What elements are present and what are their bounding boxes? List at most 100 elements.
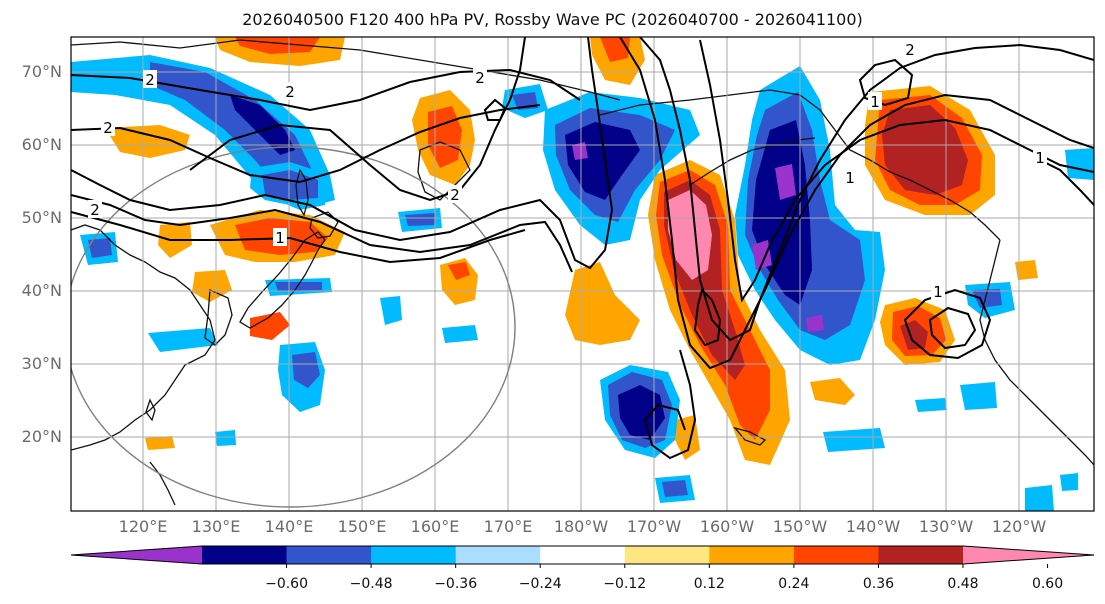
contour-label-background: [88, 200, 102, 218]
anomaly-blob: [972, 289, 1002, 308]
colorbar-tick-label: 0.12: [693, 576, 725, 592]
anomaly-blob: [380, 296, 402, 325]
anomaly-blob: [145, 436, 175, 450]
colorbar-segment: [793, 546, 879, 564]
pv-contour-line: [71, 37, 614, 270]
latitude-label: 30°N: [21, 354, 62, 373]
longitude-label: 160°E: [410, 517, 460, 536]
contour-label-background: [868, 92, 882, 110]
latitude-label: 70°N: [21, 62, 62, 81]
contour-label: 1: [1035, 149, 1045, 167]
contour-label-background: [843, 168, 857, 186]
coastline-korea: [204, 289, 233, 346]
longitude-label: 120°W: [991, 517, 1047, 536]
contour-label-background: [448, 185, 462, 203]
anomaly-blob: [88, 238, 112, 258]
colorbar-tick-label: −0.48: [349, 576, 393, 592]
anomaly-blob: [250, 312, 290, 340]
pv-contour-line: [483, 98, 507, 121]
pv-contour-line: [189, 37, 526, 202]
coastline-taiwan: [145, 398, 156, 422]
contour-label-background: [283, 82, 297, 100]
pv-contour-line: [1039, 159, 1094, 206]
contour-label-background: [101, 118, 115, 136]
anomaly-blob: [618, 385, 665, 440]
contour-label: 2: [450, 186, 460, 204]
coastline-alaska-south: [689, 137, 816, 186]
contour-label: 1: [845, 169, 855, 187]
pv-contour-line: [693, 288, 722, 347]
anomaly-blob: [572, 142, 588, 160]
negative-anomaly-shading: [71, 55, 1094, 511]
contour-label: 1: [275, 229, 285, 247]
anomaly-blob: [662, 480, 688, 497]
anomaly-blob: [230, 95, 295, 155]
contour-label-background: [273, 228, 287, 246]
anomaly-blob: [823, 428, 885, 452]
coastline-east-asia: [71, 224, 216, 451]
pv-contour-line: [71, 68, 581, 112]
anomaly-blob: [1025, 485, 1054, 511]
anomaly-blob: [105, 125, 190, 158]
pv-contours: [71, 37, 1094, 460]
contour-labels: 2 2 2 2 2 2 2 1 1 1 1 1: [88, 40, 1047, 301]
colorbar-segment: [455, 546, 541, 564]
pv-contour-line: [71, 104, 541, 184]
colorbar-extend-low: [71, 546, 202, 564]
positive-anomaly-shading: [105, 37, 1038, 465]
contour-label: 1: [933, 283, 943, 301]
anomaly-blob: [1015, 260, 1038, 280]
anomaly-blob: [806, 315, 824, 332]
longitude-label: 170°W: [626, 517, 682, 536]
coastline-hawaii: [733, 426, 767, 446]
colorbar-segment: [709, 546, 795, 564]
anomaly-blob: [600, 37, 630, 62]
colorbar-tick-label: −0.60: [265, 576, 308, 592]
anomaly-blob: [590, 37, 645, 85]
anomaly-blob: [405, 213, 435, 226]
contour-label: 2: [90, 201, 100, 219]
colorbar-tick-label: 0.60: [1031, 576, 1064, 592]
coastline-philippines: [149, 461, 176, 506]
contour-label-background: [931, 282, 945, 300]
colorbar-tick-label: 0.24: [778, 576, 810, 592]
pv-contour-line: [639, 37, 1094, 342]
longitude-label: 140°W: [845, 517, 901, 536]
anomaly-blob: [215, 430, 236, 446]
contour-label: 2: [285, 83, 295, 101]
region-circle: [71, 146, 516, 508]
colorbar-segment: [540, 546, 626, 564]
colorbar-segment: [624, 546, 710, 564]
anomaly-blob: [960, 382, 997, 410]
pv-contour-line: [699, 39, 1094, 303]
longitude-label: 150°E: [337, 517, 387, 536]
latitude-label: 20°N: [21, 427, 62, 446]
longitude-label: 130°W: [918, 517, 974, 536]
colorbar-segment: [878, 546, 964, 564]
coastline-hokkaido: [309, 211, 339, 239]
colorbar-tick-label: 0.48: [947, 576, 979, 592]
longitude-label: 140°E: [264, 517, 314, 536]
contour-label-background: [143, 70, 157, 88]
anomaly-blob: [1060, 473, 1078, 491]
contour-label: 2: [145, 71, 155, 89]
anomaly-blob: [668, 190, 712, 280]
anomaly-blob: [440, 258, 478, 305]
plot-frame: [70, 36, 1095, 512]
pv-anomaly-fields: [71, 37, 1094, 511]
contour-label: 2: [905, 41, 915, 59]
contour-label: 1: [870, 93, 880, 111]
anomaly-blob: [448, 262, 470, 280]
anomaly-blob: [192, 270, 232, 302]
colorbar: [70, 545, 1095, 568]
anomaly-blob: [775, 164, 796, 200]
pv-contour-line: [71, 194, 573, 273]
anomaly-blob: [428, 106, 462, 168]
pv-contour-line: [619, 37, 1094, 370]
colorbar-tick-label: −0.12: [603, 576, 647, 592]
anomaly-blob: [915, 398, 947, 412]
anomaly-blob: [1065, 148, 1094, 180]
colorbar-tick-label: −0.36: [434, 576, 478, 592]
